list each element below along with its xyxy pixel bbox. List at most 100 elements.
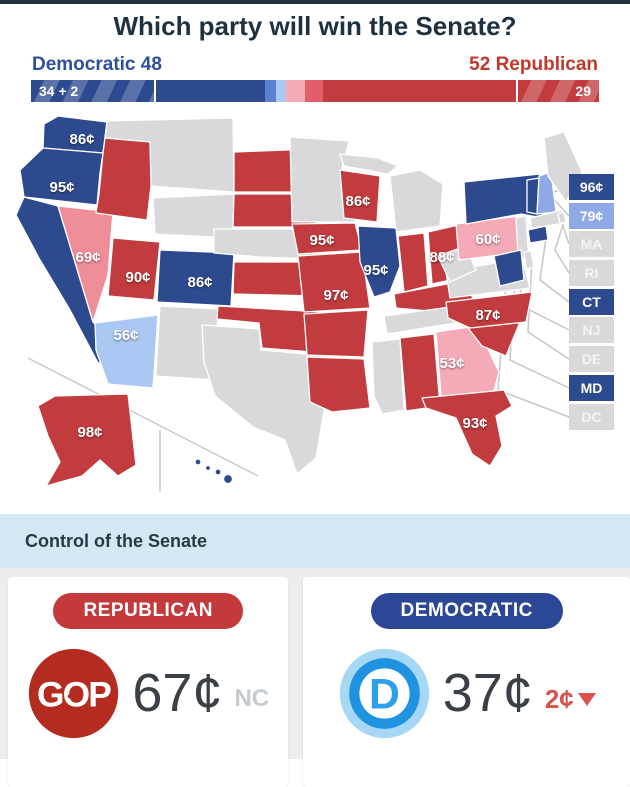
svg-text:MD: MD [581,380,603,396]
state-MD[interactable] [493,249,525,287]
seat-bar-dem-not-up: 34 + 2 [31,80,154,102]
svg-text:CT: CT [582,294,601,310]
svg-text:RI: RI [585,265,599,281]
box-MD[interactable]: MD [569,375,614,401]
seat-bar-separator [516,80,519,102]
dem-safe-count: 34 + 2 [39,83,79,99]
democratic-price-row: D 37¢ 2¢ [338,647,596,740]
box-CT[interactable]: CT [569,289,614,315]
state-DE[interactable] [523,250,535,269]
state-CT[interactable] [527,225,549,244]
state-IL[interactable] [357,225,401,298]
state-HI[interactable] [194,458,234,485]
svg-text:DE: DE [582,351,601,367]
box-VT[interactable]: 96¢ [569,174,614,200]
box-NJ[interactable]: NJ [569,317,614,343]
state-IN[interactable] [397,232,429,293]
svg-text:79¢: 79¢ [580,208,604,224]
down-arrow-icon [577,693,596,706]
svg-text:D: D [369,670,400,718]
us-senate-map: 86¢ 95¢ 69¢ 90¢ 86¢ 56¢ 95¢ 97¢ 86¢ 95¢ … [0,110,630,510]
market-cards-section: REPUBLICAN GOP 67¢ NC DEMOCRATIC [0,568,630,787]
democratic-change: 2¢ [545,684,596,715]
state-UT[interactable] [107,237,161,301]
race-labels: Democratic 48 52 Republican [32,54,598,76]
state-price-CO: 86¢ [187,274,212,291]
democratic-market-card[interactable]: DEMOCRATIC D 37¢ 2¢ [303,577,630,787]
state-price-IA: 95¢ [309,232,334,249]
state-price-NC: 87¢ [475,307,500,324]
seat-bar-dem-safe [155,80,266,102]
gop-elephant-logo: GOP [29,648,119,739]
state-price-NV: 69¢ [75,249,100,266]
republican-change: NC [234,684,270,712]
seat-bar-separator [153,80,156,102]
state-AK[interactable] [37,393,137,487]
state-CO[interactable] [156,249,235,307]
state-MI[interactable] [339,153,444,233]
us-map-svg: 86¢ 95¢ 69¢ 90¢ 86¢ 56¢ 95¢ 97¢ 86¢ 95¢ … [15,115,614,492]
democratic-pill: DEMOCRATIC [370,593,563,629]
state-MA[interactable] [529,209,567,229]
state-MO[interactable] [297,251,371,313]
state-LA[interactable] [306,356,371,413]
svg-text:NJ: NJ [583,322,601,338]
state-MS[interactable] [371,338,405,415]
republican-price: 67¢ [132,663,223,723]
state-price-WA: 86¢ [69,131,94,148]
market-cards-row: REPUBLICAN GOP 67¢ NC DEMOCRATIC [8,577,630,787]
senate-seat-bar: 34 + 2 29 [31,80,599,102]
state-price-AZ: 56¢ [113,327,138,344]
republican-seats-label: 52 Republican [469,54,598,75]
state-price-labels: 86¢ 95¢ 69¢ 90¢ 86¢ 56¢ 95¢ 97¢ 86¢ 95¢ … [49,131,500,441]
state-RI[interactable] [557,211,567,224]
state-price-WI: 86¢ [345,193,370,210]
seat-bar-rep-safe [323,80,517,102]
svg-text:GOP: GOP [37,676,111,715]
state-NV[interactable] [57,205,114,323]
top-accent-bar [0,0,630,4]
state-AR[interactable] [303,309,369,358]
state-WI[interactable] [339,169,381,223]
state-price-MO: 97¢ [323,287,348,304]
state-price-OR: 95¢ [49,179,74,196]
state-price-PA: 60¢ [475,231,500,248]
seat-bar-dem-likely [265,80,276,102]
state-price-IL: 95¢ [363,262,388,279]
state-price-OH: 88¢ [429,249,454,266]
democratic-change-value: 2¢ [544,684,574,714]
state-price-GA: 53¢ [439,355,464,372]
democratic-d-logo: D [339,648,429,739]
svg-text:MA: MA [581,236,603,252]
democratic-price: 37¢ [442,663,533,723]
box-RI[interactable]: RI [569,260,614,286]
state-ID[interactable] [95,137,152,221]
box-DC[interactable]: DC [569,404,614,430]
northeast-state-boxes: 96¢ 79¢ MA RI CT NJ DE MD [569,174,614,430]
state-OR[interactable] [19,147,104,206]
svg-text:96¢: 96¢ [580,179,604,195]
svg-text:DC: DC [581,409,601,425]
state-FL[interactable] [421,389,513,467]
republican-pill: REPUBLICAN [53,593,243,629]
state-price-FL: 93¢ [462,415,487,432]
rep-safe-count: 29 [575,83,591,99]
state-NC[interactable] [445,291,533,329]
seat-bar-rep-not-up: 29 [518,80,599,102]
inset-dividers [27,357,259,492]
republican-market-card[interactable]: REPUBLICAN GOP 67¢ NC [8,577,289,787]
state-price-UT: 90¢ [125,269,150,286]
seat-bar-rep-likely [305,80,324,102]
box-DE[interactable]: DE [569,346,614,372]
box-MA[interactable]: MA [569,231,614,257]
republican-price-row: GOP 67¢ NC [27,647,269,740]
seat-bar-rep-tilt [285,80,306,102]
state-NY[interactable] [463,173,544,225]
page-title: Which party will win the Senate? [113,11,517,41]
state-AZ[interactable] [94,314,159,389]
democratic-seats-label: Democratic 48 [32,54,162,75]
box-NH[interactable]: 79¢ [569,203,614,229]
seat-bar-dem-lean [275,80,286,102]
control-of-senate-heading: Control of the Senate [0,514,630,568]
state-price-AK: 98¢ [77,424,102,441]
